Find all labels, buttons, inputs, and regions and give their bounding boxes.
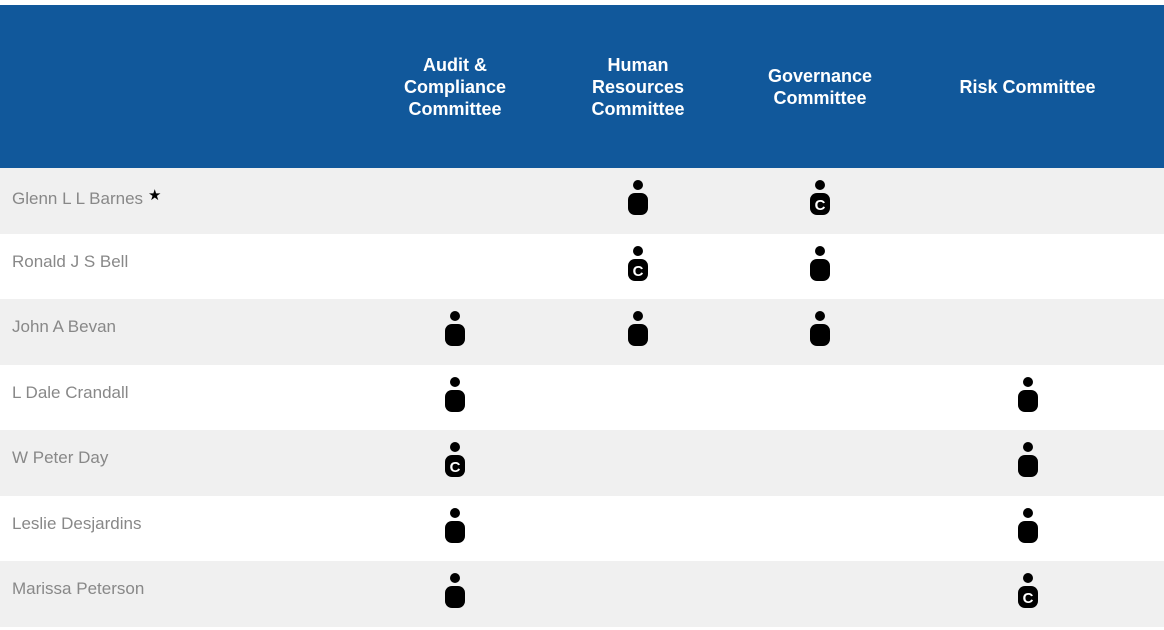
chair-letter: C: [815, 197, 826, 214]
director-name: L Dale Crandall: [12, 383, 129, 403]
column-title: Governance Committee: [767, 65, 873, 108]
name-text: Leslie Desjardins: [12, 513, 142, 533]
member-icon: [445, 376, 465, 412]
column-header: Human Resources Committee: [548, 5, 728, 168]
director-name: Glenn L L Barnes ★: [12, 186, 162, 209]
member-icon: [1017, 442, 1038, 477]
director-name: Ronald J S Bell: [12, 252, 128, 272]
chair-icon: C: [1017, 573, 1038, 608]
name-text: Marissa Peterson: [12, 579, 145, 598]
table-row: John A Bevan: [0, 299, 1164, 365]
chair-letter: C: [633, 263, 644, 280]
director-name: Marissa Peterson: [12, 579, 144, 599]
member-icon: [445, 573, 465, 608]
column-header: Audit & Compliance Committee: [365, 5, 545, 168]
director-name: Leslie Desjardins: [12, 514, 141, 534]
member-icon: [445, 311, 465, 346]
column-title: Audit & Compliance Committee: [403, 54, 507, 119]
member-icon: [628, 311, 648, 346]
table-row: Ronald J S Bell C: [0, 234, 1164, 300]
member-icon: [628, 180, 648, 215]
chair-icon: C: [810, 180, 830, 215]
chair-star: ★: [148, 187, 162, 204]
table-row: Marissa Peterson C: [0, 561, 1164, 627]
name-text: Ronald J S Bell: [12, 251, 129, 271]
name-text: L Dale Crandall: [12, 382, 129, 402]
director-name: W Peter Day: [12, 448, 108, 468]
member-icon: [445, 507, 465, 543]
column-title: Human Resources Committee: [591, 54, 685, 119]
table-row: Leslie Desjardins: [0, 496, 1164, 562]
header-band: [0, 5, 1164, 168]
name-text: W Peter Day: [12, 448, 109, 467]
chair-icon: C: [628, 245, 648, 281]
director-name: John A Bevan: [12, 317, 116, 337]
member-icon: [810, 311, 830, 346]
name-text: Glenn L L Barnes: [12, 189, 144, 208]
chair-letter: C: [450, 459, 461, 476]
name-text: John A Bevan: [12, 317, 116, 336]
chair-letter: C: [1022, 590, 1033, 607]
chair-icon: C: [445, 442, 465, 477]
column-title: Risk Committee: [959, 76, 1096, 97]
column-header: Risk Committee: [915, 5, 1140, 168]
table-row: W Peter Day C: [0, 430, 1164, 496]
member-icon: [1017, 507, 1038, 543]
member-icon: [810, 245, 830, 281]
table-row: L Dale Crandall: [0, 365, 1164, 431]
table-row: Glenn L L Barnes ★ C: [0, 168, 1164, 234]
column-header: Governance Committee: [730, 5, 910, 168]
member-icon: [1017, 376, 1038, 412]
